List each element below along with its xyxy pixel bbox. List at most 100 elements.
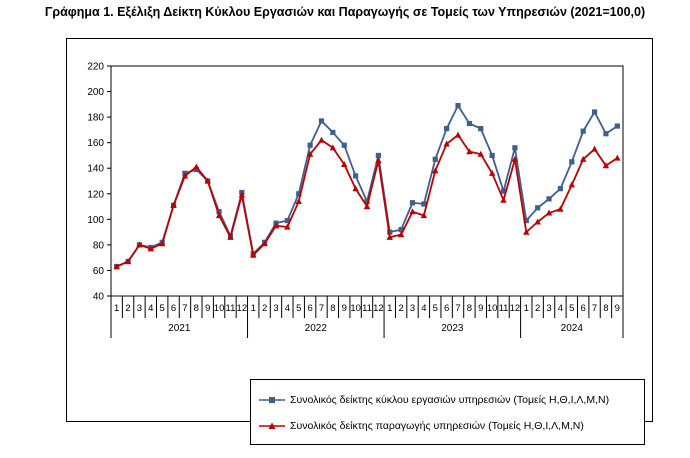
data-point-square — [478, 126, 484, 132]
x-tick-label: 4 — [285, 303, 290, 314]
y-tick-label: 180 — [87, 113, 104, 124]
data-point-triangle — [511, 155, 519, 162]
data-point-triangle — [523, 228, 530, 235]
data-point-triangle — [113, 263, 120, 270]
x-tick-label: 11 — [362, 303, 372, 314]
x-tick-label: 5 — [160, 303, 165, 314]
data-point-triangle — [227, 233, 234, 240]
x-year-label: 2022 — [305, 323, 328, 334]
x-year-label: 2021 — [168, 323, 191, 334]
x-tick-label: 12 — [510, 303, 521, 314]
x-tick-label: 8 — [603, 303, 608, 314]
data-point-triangle — [181, 172, 189, 179]
x-tick-label: 10 — [350, 303, 361, 314]
chart-frame: 40 60 80 100 120 140 160 180 200 220 1 2 3 4 5 6 7 8 9 10 11… — [66, 38, 653, 445]
data-point-square — [591, 109, 598, 115]
x-tick-label: 5 — [569, 303, 574, 314]
x-tick-label: 3 — [273, 303, 278, 314]
x-year-label: 2023 — [441, 323, 464, 334]
data-point-square — [216, 209, 222, 215]
data-point-square — [398, 226, 404, 233]
data-point-triangle — [545, 209, 553, 216]
data-point-triangle — [477, 150, 484, 157]
y-tick-label: 120 — [87, 189, 104, 200]
data-point-square — [614, 123, 620, 129]
x-tick-label: 3 — [546, 303, 551, 314]
data-point-triangle — [215, 212, 223, 219]
y-tick-label: 140 — [87, 164, 104, 175]
x-tick-label: 12 — [237, 303, 248, 314]
data-point-triangle — [409, 208, 416, 215]
data-point-triangle — [466, 148, 473, 155]
x-tick-label: 8 — [330, 303, 335, 314]
x-tick-label: 2 — [398, 303, 403, 314]
legend-marker-square-icon — [259, 397, 285, 403]
data-point-square — [432, 156, 438, 162]
data-point-square — [500, 188, 507, 194]
data-point-square — [535, 205, 541, 211]
x-tick-label: 4 — [148, 303, 153, 314]
series-line-0 — [116, 104, 618, 268]
x-tick-label: 1 — [524, 303, 529, 314]
data-point-square — [375, 152, 381, 159]
x-tick-label: 10 — [214, 303, 225, 314]
data-point-triangle — [386, 233, 393, 240]
data-point-triangle — [136, 241, 143, 248]
data-point-triangle — [295, 198, 302, 205]
data-point-square — [353, 173, 359, 179]
data-point-triangle — [443, 140, 450, 147]
data-point-square — [444, 126, 450, 132]
x-tick-label: 9 — [205, 303, 210, 314]
data-point-square — [296, 191, 302, 197]
x-tick-label: 6 — [444, 303, 449, 314]
x-tick-label: 2 — [125, 303, 130, 314]
data-point-triangle — [147, 245, 155, 252]
data-point-triangle — [420, 212, 428, 219]
chart-title: Γράφημα 1. Εξέλιξη Δείκτη Κύκλου Εργασιώ… — [44, 5, 646, 19]
data-point-square — [284, 218, 290, 224]
x-year-label: 2024 — [561, 323, 584, 334]
data-point-triangle — [614, 154, 621, 161]
x-tick-label: 10 — [487, 303, 498, 314]
data-point-square — [466, 120, 472, 127]
data-point-square — [330, 129, 336, 136]
data-point-triangle — [272, 222, 280, 229]
x-tick-label: 2 — [262, 303, 267, 314]
y-tick-label: 80 — [93, 240, 105, 251]
data-point-triangle — [568, 181, 575, 188]
x-tick-label: 1 — [251, 303, 256, 314]
x-tick-label: 6 — [581, 303, 586, 314]
data-point-triangle — [500, 196, 507, 203]
data-point-square — [318, 118, 325, 124]
data-point-square — [455, 103, 461, 109]
chart-legend: Συνολικός δείκτης κύκλου εργασιών υπηρεσ… — [250, 379, 645, 445]
x-tick-label: 1 — [387, 303, 392, 314]
data-point-triangle — [579, 155, 587, 162]
data-point-triangle — [534, 218, 541, 225]
legend-label-production: Συνολικός δείκτης παραγωγής υπηρεσιών (Τ… — [290, 420, 584, 432]
x-tick-label: 12 — [373, 303, 384, 314]
x-tick-label: 9 — [478, 303, 483, 314]
y-tick-label: 60 — [93, 266, 105, 277]
y-tick-label: 220 — [87, 62, 104, 73]
data-point-square — [546, 196, 552, 202]
data-point-square — [364, 198, 370, 205]
legend-label-turnover: Συνολικός δείκτης κύκλου εργασιών υπηρεσ… — [290, 394, 610, 406]
data-point-triangle — [170, 201, 177, 208]
data-point-square — [489, 152, 495, 159]
x-tick-label: 6 — [171, 303, 176, 314]
x-tick-label: 11 — [226, 303, 236, 314]
x-tick-label: 11 — [499, 303, 509, 314]
data-point-triangle — [375, 157, 382, 164]
data-point-triangle — [341, 160, 348, 167]
data-point-triangle — [306, 150, 314, 157]
data-point-triangle — [204, 177, 211, 184]
data-point-triangle — [363, 203, 371, 210]
data-point-square — [307, 142, 313, 148]
x-tick-label: 4 — [421, 303, 426, 314]
data-point-square — [512, 145, 518, 151]
y-tick-label: 160 — [87, 138, 104, 149]
x-tick-label: 8 — [467, 303, 472, 314]
data-point-triangle — [432, 167, 439, 174]
